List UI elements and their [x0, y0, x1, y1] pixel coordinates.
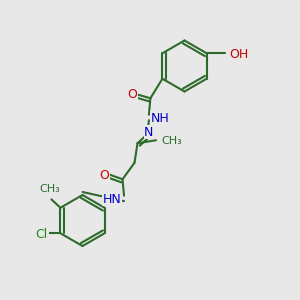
Text: O: O — [100, 169, 110, 182]
Text: Cl: Cl — [36, 228, 48, 241]
Text: CH₃: CH₃ — [40, 184, 60, 194]
Text: NH: NH — [151, 112, 170, 124]
Text: OH: OH — [230, 48, 249, 61]
Text: CH₃: CH₃ — [161, 136, 182, 146]
Text: N: N — [144, 126, 154, 139]
Text: HN: HN — [102, 193, 121, 206]
Text: O: O — [128, 88, 137, 101]
